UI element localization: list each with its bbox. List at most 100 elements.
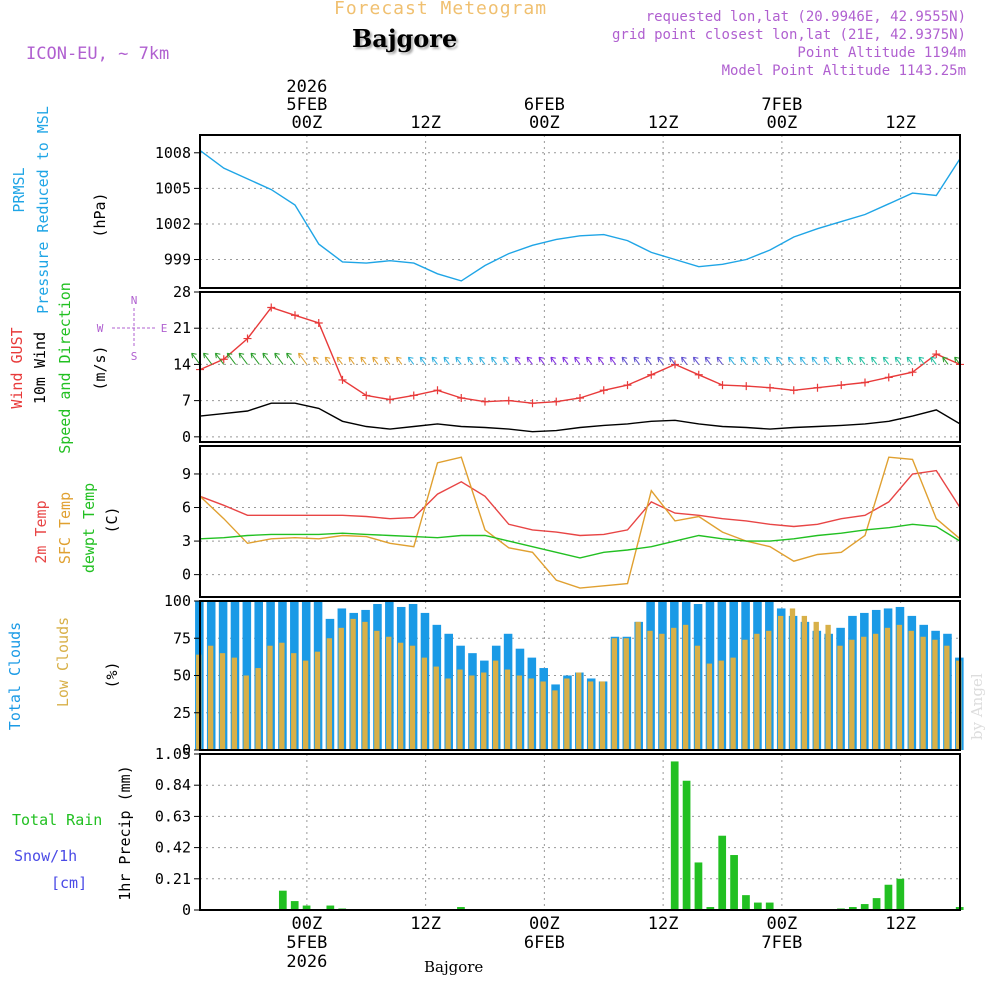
wind-arrow	[585, 356, 593, 365]
gust-point	[837, 381, 846, 390]
bar-low-clouds	[599, 681, 606, 750]
bar-low-clouds	[694, 645, 701, 750]
point-altitude: Point Altitude 1194m	[797, 45, 966, 61]
bar-rain	[896, 878, 905, 910]
bar-low-clouds	[789, 608, 796, 750]
bar-low-clouds	[421, 657, 428, 750]
y-tick-label: 6	[182, 499, 191, 517]
wind-arrow	[562, 356, 569, 365]
bar-low-clouds	[861, 636, 867, 750]
snow-unit-label: [cm]	[51, 874, 87, 892]
bar-low-clouds	[540, 681, 546, 750]
bar-low-clouds	[849, 639, 855, 750]
wind-arrow	[502, 356, 510, 365]
bar-rain	[765, 902, 774, 910]
total-rain-label: Total Rain	[12, 811, 102, 829]
bottom-axis-time: 12Z	[885, 914, 916, 934]
wind-arrow	[728, 356, 735, 365]
precip-unit: 1hr Precip (mm)	[116, 765, 134, 900]
wind-arrow	[238, 352, 248, 365]
series-line-wind-0	[199, 306, 961, 404]
top-axis-time: 12Z	[885, 113, 916, 133]
gust-point	[481, 397, 489, 406]
bar-rain	[848, 907, 857, 910]
sfc-temp-label: SFC Temp	[56, 492, 74, 564]
bar-low-clouds	[801, 615, 808, 750]
wind-arrow	[609, 356, 617, 365]
low-clouds-label: Low Clouds	[54, 617, 72, 707]
wind-arrow	[882, 356, 890, 365]
bar-low-clouds	[219, 653, 226, 750]
wind-arrow	[312, 356, 320, 365]
model-label: ICON-EU, ~ 7km	[26, 44, 170, 64]
y-tick-label: 1.05	[155, 745, 191, 763]
wind-arrow	[692, 356, 700, 365]
y-tick-label: 7	[182, 392, 191, 410]
wind-arrow	[823, 356, 830, 365]
y-tick-label: 999	[164, 251, 191, 269]
y-tick-label: 1008	[155, 144, 191, 162]
bar-low-clouds	[469, 675, 475, 750]
bar-low-clouds	[457, 669, 463, 750]
bar-low-clouds	[754, 633, 760, 750]
gust-point	[433, 386, 442, 395]
wind-arrow	[657, 356, 664, 365]
bar-low-clouds	[207, 645, 214, 750]
wind-arrow	[894, 356, 902, 365]
top-axis-date: 5FEB	[286, 95, 327, 115]
wind-10m-label: 10m Wind	[31, 332, 49, 404]
y-tick-label: 50	[173, 667, 191, 685]
compass-s: S	[131, 350, 138, 363]
bar-low-clouds	[504, 669, 511, 750]
bar-low-clouds	[611, 638, 618, 750]
gust-point	[386, 395, 394, 404]
wind-arrow	[704, 356, 712, 365]
bar-low-clouds	[956, 660, 962, 750]
wind-arrow	[336, 356, 343, 365]
bar-rain	[753, 902, 762, 910]
y-tick-label: 25	[173, 704, 191, 722]
wind-arrow	[930, 356, 937, 365]
bottom-axis-time: 12Z	[410, 914, 441, 934]
bar-low-clouds	[908, 630, 914, 750]
model-altitude: Model Point Altitude 1143.25m	[721, 63, 966, 79]
y-tick-label: 100	[164, 592, 191, 610]
gust-point	[718, 381, 727, 390]
wind-arrow	[250, 352, 260, 365]
top-axis-year: 2026	[286, 77, 327, 97]
wind-arrow	[859, 356, 866, 365]
gust-point	[599, 386, 608, 395]
wind-arrow	[669, 356, 676, 365]
y-tick-label: 0.84	[155, 776, 191, 794]
wind-gust-label: Wind GUST	[8, 327, 26, 408]
bar-low-clouds	[279, 642, 285, 750]
wind-arrow	[297, 352, 308, 365]
bar-low-clouds	[932, 639, 938, 750]
wind-arrow	[680, 356, 688, 365]
bar-rain	[670, 761, 679, 910]
series-line-pressure-0	[199, 149, 961, 282]
bar-low-clouds	[884, 627, 891, 750]
top-axis-date: 7FEB	[761, 95, 802, 115]
bar-low-clouds	[196, 654, 202, 750]
gust-point	[576, 394, 584, 403]
bar-rain	[730, 855, 738, 910]
wind-arrow	[407, 356, 415, 365]
wind-arrow	[431, 356, 438, 365]
forecast-title: Forecast Meteogram	[334, 0, 548, 19]
bar-low-clouds	[587, 681, 594, 750]
y-tick-label: 0.63	[155, 807, 191, 825]
bar-low-clouds	[492, 660, 499, 750]
compass-e: E	[161, 322, 168, 335]
bar-rain	[278, 890, 287, 910]
gust-point	[267, 303, 276, 312]
wind-arrow	[597, 356, 605, 365]
gust-point	[623, 381, 632, 390]
temp-unit: (C)	[103, 506, 121, 533]
series-line-wind-1	[199, 402, 961, 433]
bar-low-clouds	[528, 678, 534, 750]
panel-frame-clouds	[199, 600, 961, 751]
y-tick-label: 0.42	[155, 839, 191, 857]
wind-arrow	[479, 356, 486, 365]
